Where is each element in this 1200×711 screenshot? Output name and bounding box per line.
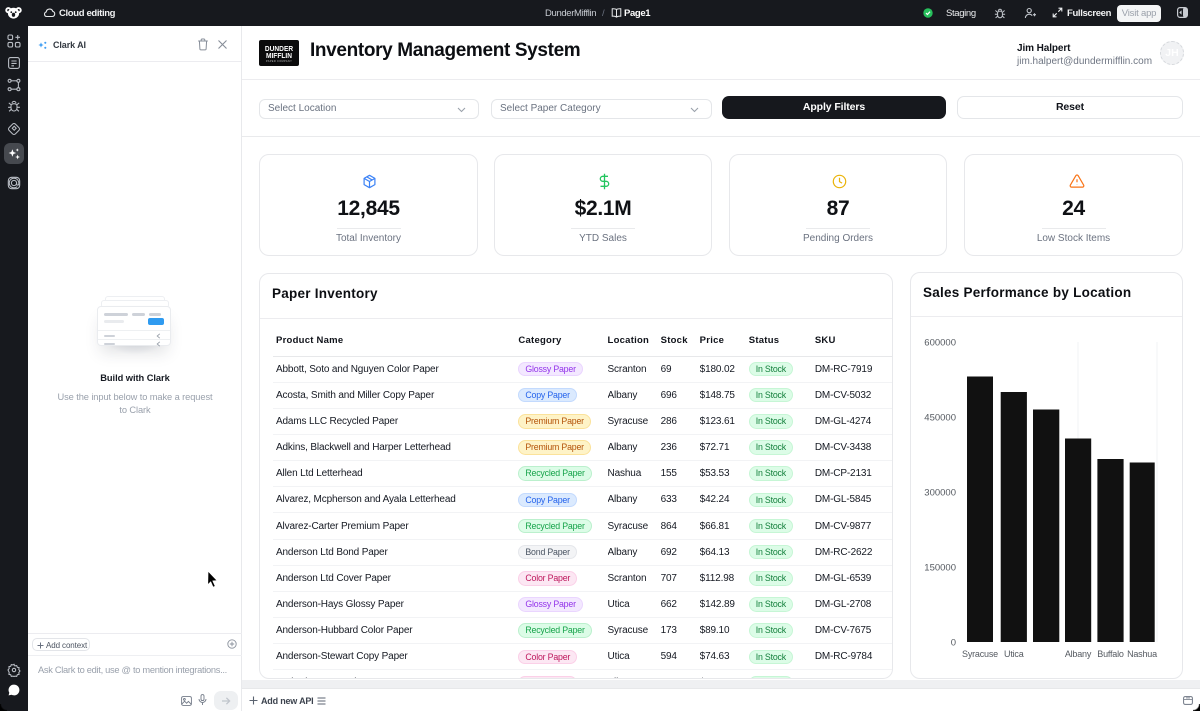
svg-text:Utica: Utica <box>1004 649 1024 659</box>
svg-text:300000: 300000 <box>924 488 956 499</box>
svg-text:600000: 600000 <box>924 338 956 349</box>
svg-text:Albany: Albany <box>1065 649 1092 659</box>
svg-text:150000: 150000 <box>924 563 956 574</box>
svg-text:Syracuse: Syracuse <box>962 649 998 659</box>
svg-text:Nashua: Nashua <box>1127 649 1157 659</box>
svg-text:0: 0 <box>951 638 956 649</box>
svg-text:Buffalo: Buffalo <box>1097 649 1124 659</box>
svg-text:450000: 450000 <box>924 413 956 424</box>
